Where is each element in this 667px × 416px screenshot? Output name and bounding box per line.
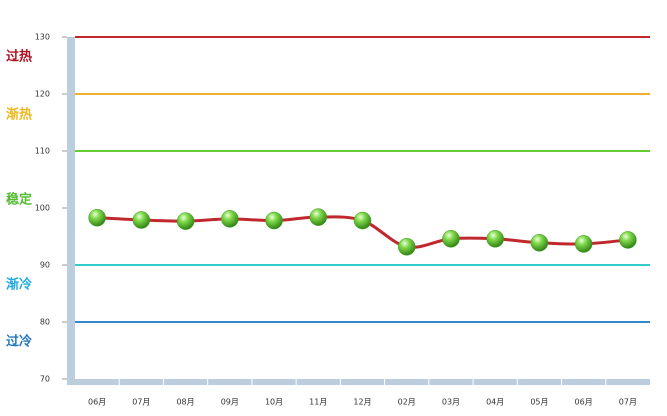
point-marker — [265, 211, 283, 230]
x-tick-label: 04月 — [486, 398, 504, 407]
point-marker — [88, 208, 106, 227]
x-tick-label: 11月 — [309, 398, 327, 407]
x-tick-label: 05月 — [530, 398, 548, 407]
point-marker — [132, 211, 151, 229]
zone-label: 稳定 — [6, 192, 32, 208]
zone-label: 渐冷 — [6, 277, 32, 293]
x-tick-label: 12月 — [353, 398, 371, 407]
y-axis-bar — [67, 37, 75, 385]
x-tick-label: 07月 — [619, 398, 637, 407]
point-marker — [574, 235, 593, 253]
point-marker — [309, 208, 328, 226]
point-marker — [353, 211, 372, 230]
y-tick-label: 120 — [35, 90, 50, 99]
x-tick-label: 02月 — [398, 398, 416, 407]
x-tick-label: 08月 — [176, 398, 194, 407]
x-tick-label: 06月 — [575, 398, 593, 407]
y-tick-label: 110 — [35, 147, 50, 156]
point-marker — [486, 230, 504, 248]
x-tick-label: 09月 — [221, 398, 239, 407]
zone-label: 过热 — [6, 49, 32, 65]
point-marker — [397, 238, 416, 256]
y-tick-label: 130 — [35, 33, 50, 42]
zone-label: 过冷 — [6, 334, 32, 350]
point-marker — [530, 234, 549, 252]
point-marker — [442, 230, 460, 248]
point-marker — [221, 210, 239, 228]
x-tick-label: 06月 — [88, 398, 106, 407]
y-tick-label: 90 — [40, 261, 50, 270]
x-axis-bar — [67, 379, 650, 385]
y-tick-label: 80 — [40, 318, 50, 327]
zone-label: 渐热 — [6, 107, 32, 123]
y-tick-label: 100 — [35, 204, 50, 213]
x-tick-label: 03月 — [442, 398, 460, 407]
point-marker — [619, 231, 637, 249]
x-tick-label: 07月 — [132, 398, 150, 407]
x-tick-label: 10月 — [265, 398, 283, 407]
point-marker — [176, 212, 195, 230]
y-tick-label: 70 — [40, 375, 50, 384]
